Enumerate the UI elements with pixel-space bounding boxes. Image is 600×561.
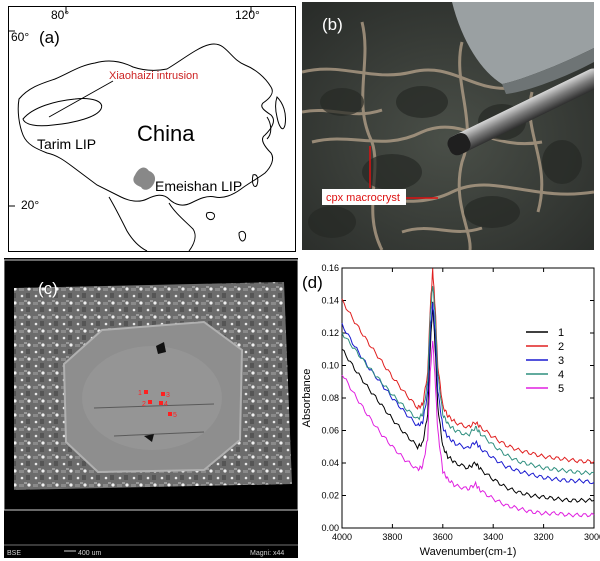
peninsula-coast xyxy=(168,202,196,251)
magnification-label: Magni: x44 xyxy=(250,550,284,557)
bse-image: 1 2 3 4 5 (c) BSE 400 um Magni: x44 xyxy=(4,258,298,558)
spot-label-3: 3 xyxy=(166,392,170,399)
paper-sheet xyxy=(452,2,594,84)
lat-label-20: 20° xyxy=(21,198,39,212)
crack-2 xyxy=(113,431,205,437)
outcrop-photo-panel: (b) cpx macrocryst xyxy=(302,2,594,250)
scale-label: 400 um xyxy=(78,550,102,557)
inclusion-2 xyxy=(144,434,154,442)
y-tick-label: 0.10 xyxy=(321,361,339,371)
emeishan-lip-label: Emeishan LIP xyxy=(155,178,242,194)
spot-label-5: 5 xyxy=(173,412,177,419)
crystal-core xyxy=(82,346,222,450)
x-tick-label: 3800 xyxy=(382,532,402,542)
legend-label-1: 1 xyxy=(558,327,564,339)
legend-label-5: 5 xyxy=(558,383,564,395)
x-axis-label: Wavenumber(cm-1) xyxy=(420,546,517,558)
china-outline xyxy=(17,43,274,206)
outcrop-photo: (b) cpx macrocryst xyxy=(302,2,594,250)
bse-footer xyxy=(4,545,298,558)
lon-label-120: 120° xyxy=(235,8,260,22)
y-tick-label: 0.02 xyxy=(321,491,339,501)
spot-4 xyxy=(159,401,163,405)
panel-label-b: (b) xyxy=(322,15,343,34)
spot-1 xyxy=(144,390,148,394)
series-line-5 xyxy=(341,340,595,518)
legend: 1 2 3 4 5 xyxy=(526,327,564,395)
japan-islands xyxy=(275,96,286,130)
detector-label: BSE xyxy=(7,550,21,557)
spot-label-1: 1 xyxy=(138,390,142,397)
y-tick-label: 0.08 xyxy=(321,393,339,403)
map-svg: 80° 120° 60° 20° (a) Xiaohaizi intrusion… xyxy=(9,7,286,251)
series-line-4 xyxy=(341,286,595,476)
lon-label-80: 80° xyxy=(51,8,69,22)
y-tick-label: 0.14 xyxy=(321,296,339,306)
intrusion-leader xyxy=(48,80,114,118)
y-tick-label: 0.16 xyxy=(321,263,339,273)
x-tick-label: 4000 xyxy=(332,532,352,542)
philippines xyxy=(238,230,246,242)
inclusion-1 xyxy=(156,342,166,354)
taiwan-island xyxy=(252,174,259,188)
y-tick-label: 0.04 xyxy=(321,458,339,468)
spot-label-2: 2 xyxy=(142,401,146,408)
series-line-3 xyxy=(341,302,595,485)
pen xyxy=(447,68,594,156)
x-tick-label: 3600 xyxy=(433,532,453,542)
y-tick-label: 0.12 xyxy=(321,328,339,338)
spot-3 xyxy=(161,392,165,396)
spot-2 xyxy=(148,400,152,404)
southeast-asia-coast xyxy=(108,196,148,251)
country-label: China xyxy=(137,121,195,146)
paper-shadow xyxy=(502,48,594,94)
analysis-spots: 1 2 3 4 5 xyxy=(138,390,177,419)
series-line-1 xyxy=(341,301,595,504)
spot-label-4: 4 xyxy=(164,401,168,408)
annotation-box xyxy=(322,189,406,205)
emeishan-lip-shape xyxy=(133,167,156,190)
panel-label-c: (c) xyxy=(38,279,58,298)
map-panel: 80° 120° 60° 20° (a) Xiaohaizi intrusion… xyxy=(8,6,296,252)
korea xyxy=(266,116,272,140)
crack-1 xyxy=(93,403,215,409)
bse-image-panel: 1 2 3 4 5 (c) BSE 400 um Magni: x44 xyxy=(4,258,298,558)
spot-5 xyxy=(168,412,172,416)
bse-frame xyxy=(4,259,298,511)
intrusion-label: Xiaohaizi intrusion xyxy=(109,70,198,82)
y-tick-label: 0.06 xyxy=(321,426,339,436)
y-axis-label: Absorbance xyxy=(301,369,313,428)
annotation-label: cpx macrocryst xyxy=(326,192,400,204)
lat-label-60: 60° xyxy=(11,30,29,44)
series-lines xyxy=(341,268,595,518)
hainan-island xyxy=(206,212,216,220)
panel-label-d: (d) xyxy=(302,273,323,292)
tarim-lip-outline xyxy=(22,98,103,127)
y-tick-label: 0.00 xyxy=(321,523,339,533)
x-tick-label: 3200 xyxy=(534,532,554,542)
legend-label-4: 4 xyxy=(558,369,564,381)
x-tick-label: 3400 xyxy=(483,532,503,542)
plot-frame xyxy=(341,267,595,529)
series-line-2 xyxy=(341,268,595,465)
legend-label-3: 3 xyxy=(558,355,564,367)
panel-label-a: (a) xyxy=(39,28,60,47)
tarim-lip-label: Tarim LIP xyxy=(37,136,96,152)
legend-label-2: 2 xyxy=(558,341,564,353)
